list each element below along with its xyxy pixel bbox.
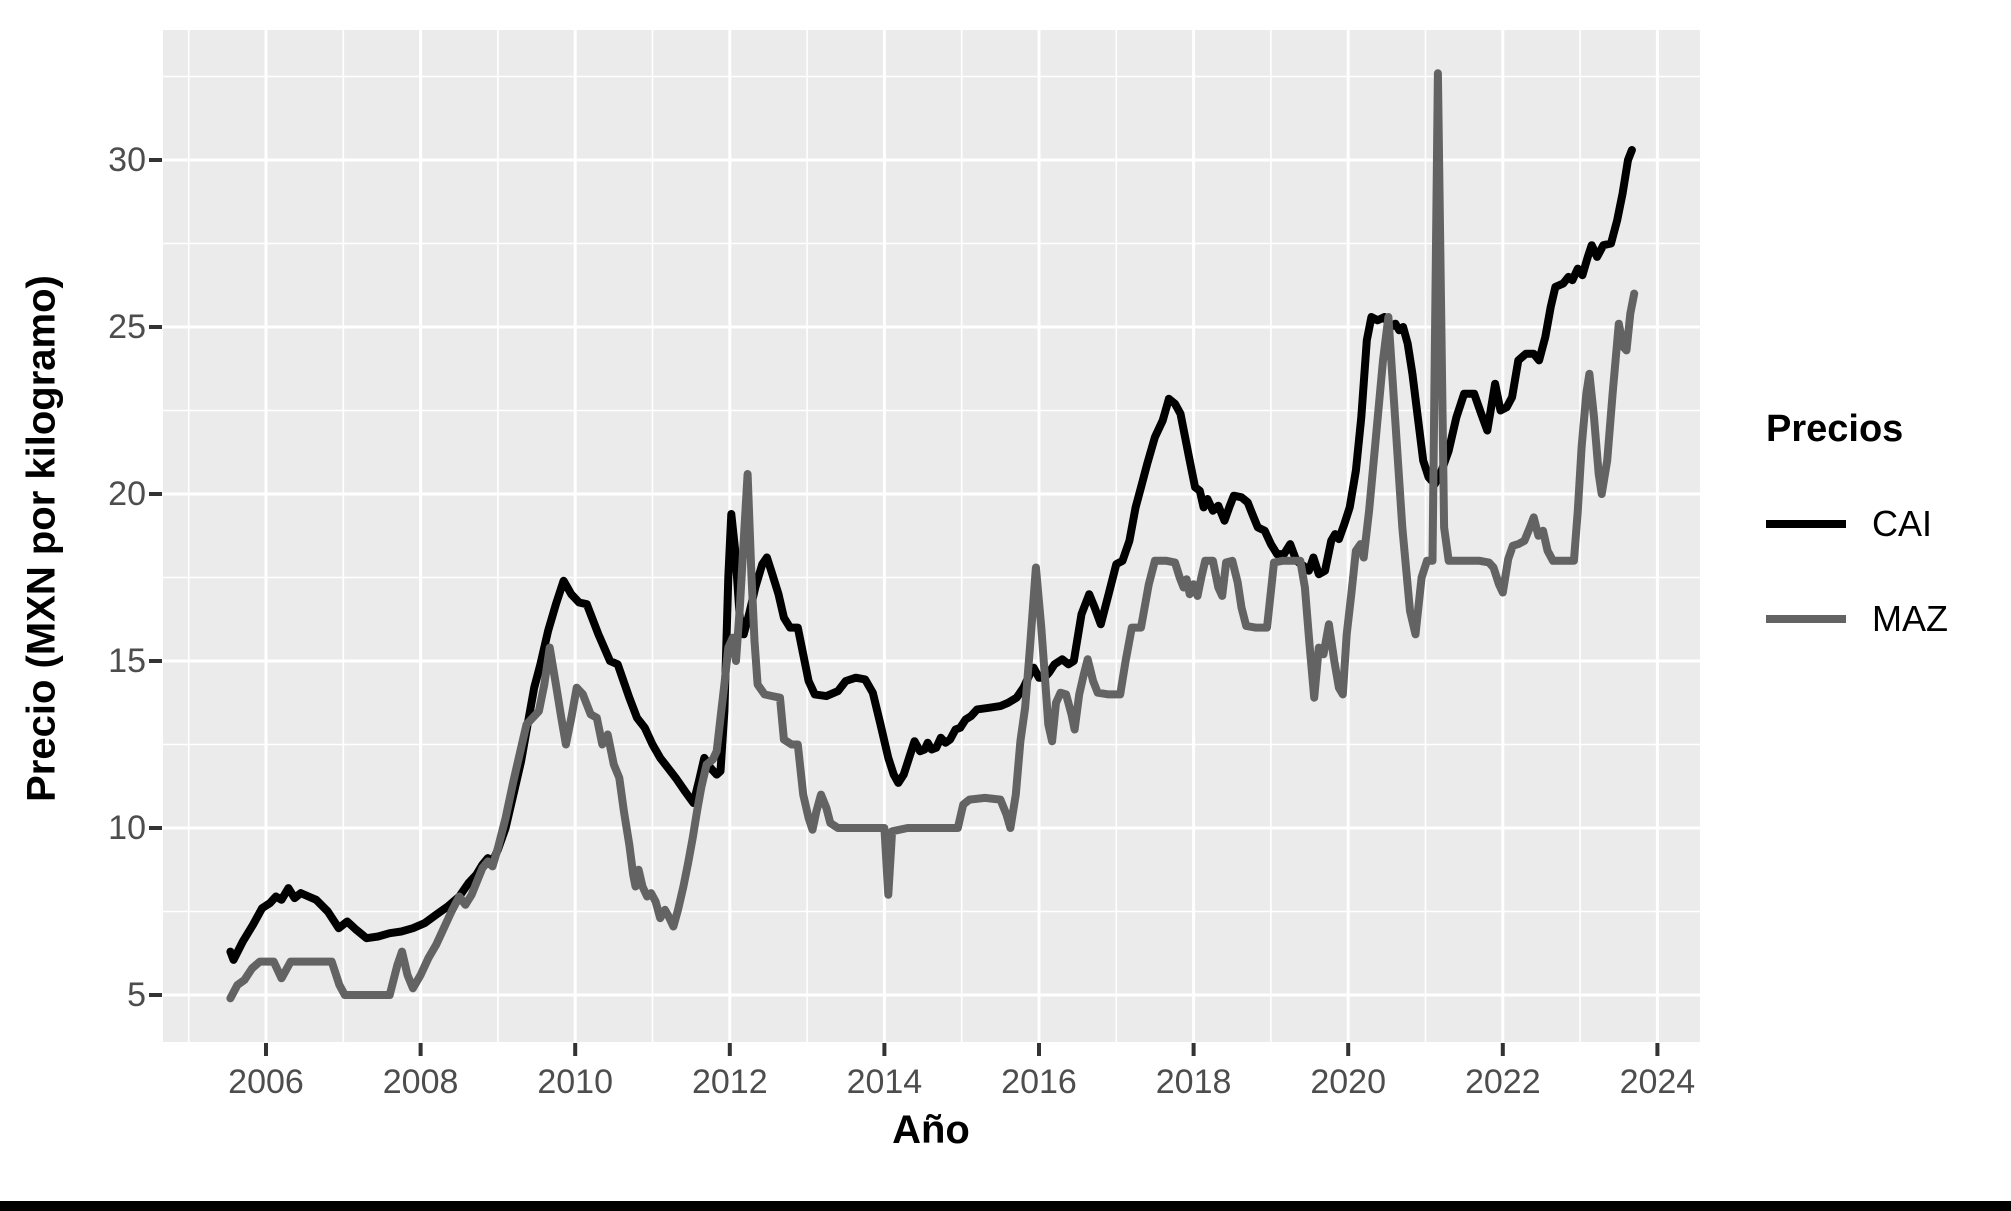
x-axis-title: Año (892, 1108, 970, 1152)
y-tick-label: 25 (108, 308, 146, 346)
y-tick-label: 20 (108, 475, 146, 513)
x-tick-label: 2022 (1464, 1063, 1541, 1101)
x-tick-label: 2006 (228, 1063, 304, 1101)
y-tick-label: 15 (108, 642, 146, 680)
legend-label: MAZ (1872, 598, 1948, 639)
legend-title: Precios (1766, 408, 1904, 450)
x-tick-label: 2012 (691, 1063, 768, 1101)
legend-line-swatch-cai (1766, 520, 1846, 528)
x-tick-label: 2008 (382, 1063, 459, 1101)
y-axis-title: Precio (MXN por kilogramo) (19, 275, 64, 802)
y-tick-label: 5 (127, 976, 146, 1014)
x-tick-label: 2020 (1310, 1063, 1386, 1101)
bottom-border-bar (0, 1201, 2011, 1211)
series-line-maz (226, 69, 1639, 1003)
legend-item-cai: CAI (1766, 500, 1932, 548)
legend-item-maz: MAZ (1766, 595, 1948, 643)
series-line-cai (226, 146, 1636, 964)
x-tick-label: 2024 (1619, 1063, 1696, 1101)
x-tick-label: 2010 (537, 1063, 613, 1101)
legend-line-swatch-maz (1766, 615, 1846, 623)
x-tick-label: 2016 (1001, 1063, 1077, 1101)
x-tick-label: 2014 (846, 1063, 923, 1101)
y-tick-label: 10 (108, 809, 146, 847)
y-tick-label: 30 (108, 141, 146, 179)
x-tick-label: 2018 (1155, 1063, 1232, 1101)
legend-label: CAI (1872, 503, 1933, 544)
plot-panel (163, 30, 1700, 1042)
